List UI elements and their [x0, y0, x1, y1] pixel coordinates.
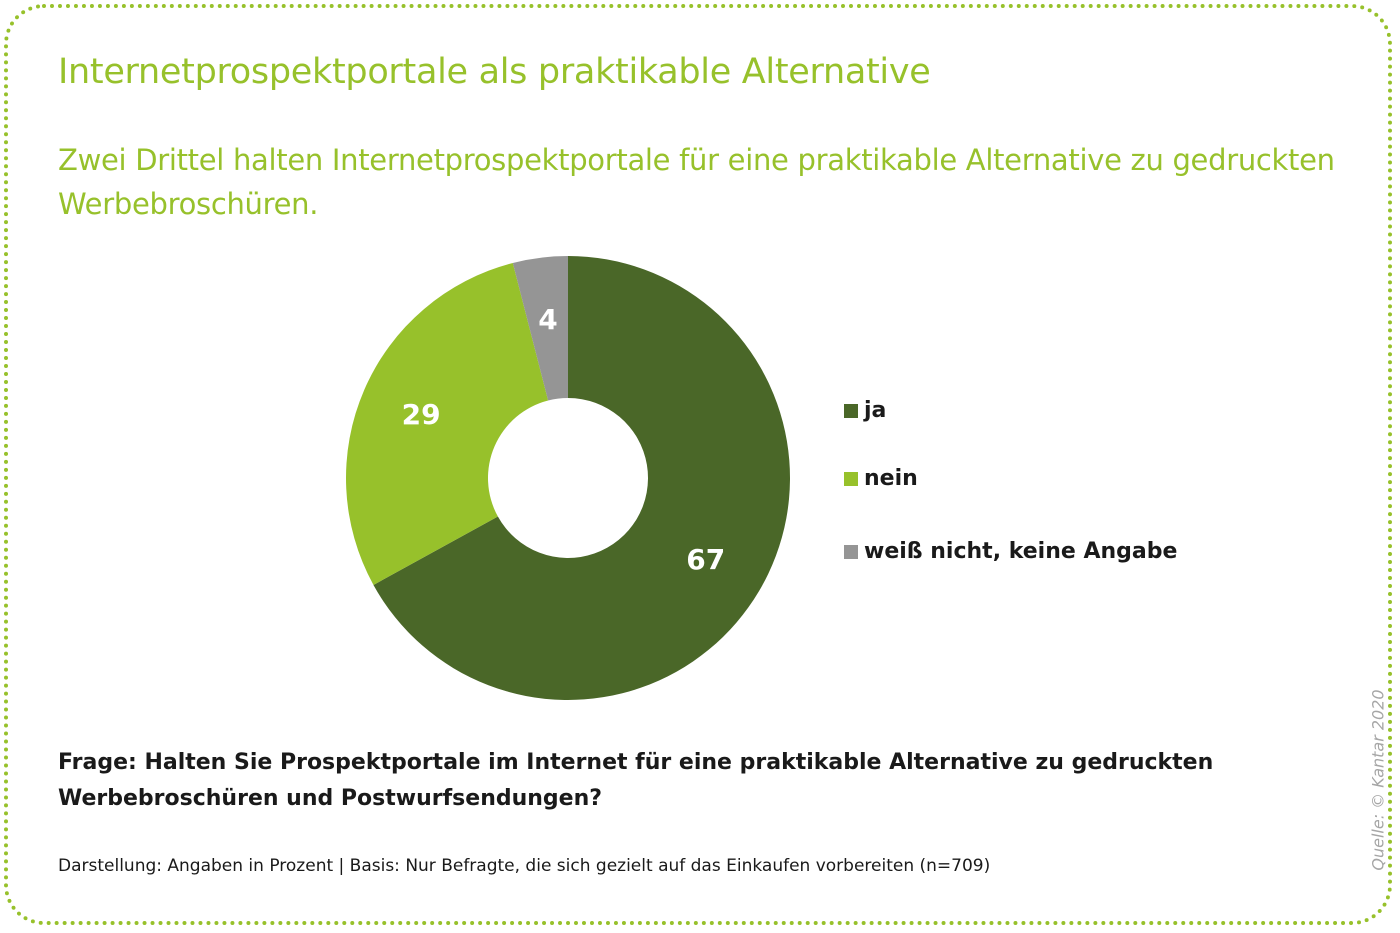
donut-slice-nein	[346, 262, 549, 585]
legend-item-weiss-nicht: weiß nicht, keine Angabe	[844, 539, 1177, 564]
data-label-nein: 29	[402, 398, 441, 431]
legend-item-ja: ja	[844, 398, 886, 423]
survey-question: Frage: Halten Sie Prospektportale im Int…	[58, 750, 1214, 811]
chart-subtitle: Zwei Drittel halten Internetprospektport…	[58, 143, 1335, 221]
dotted-frame	[4, 4, 1392, 925]
legend-swatch-weiss-nicht	[844, 544, 858, 559]
source-credit: Quelle: © Kantar 2020	[1368, 689, 1388, 871]
chart-title: Internetprospektportale als praktikable …	[58, 52, 931, 92]
legend-swatch-nein	[844, 471, 858, 486]
donut-slice-ja	[373, 256, 790, 700]
footnote: Darstellung: Angaben in Prozent | Basis:…	[58, 856, 991, 876]
legend-item-nein: nein	[844, 466, 918, 491]
legend-label-weiss-nicht: weiß nicht, keine Angabe	[864, 539, 1178, 564]
legend-swatch-ja	[844, 403, 858, 418]
donut-slice-weiss-nicht	[512, 256, 568, 401]
legend-label-nein: nein	[864, 466, 918, 491]
legend-label-ja: ja	[864, 398, 887, 423]
data-label-ja: 67	[686, 543, 725, 576]
data-label-weiss-nicht: 4	[538, 303, 557, 336]
